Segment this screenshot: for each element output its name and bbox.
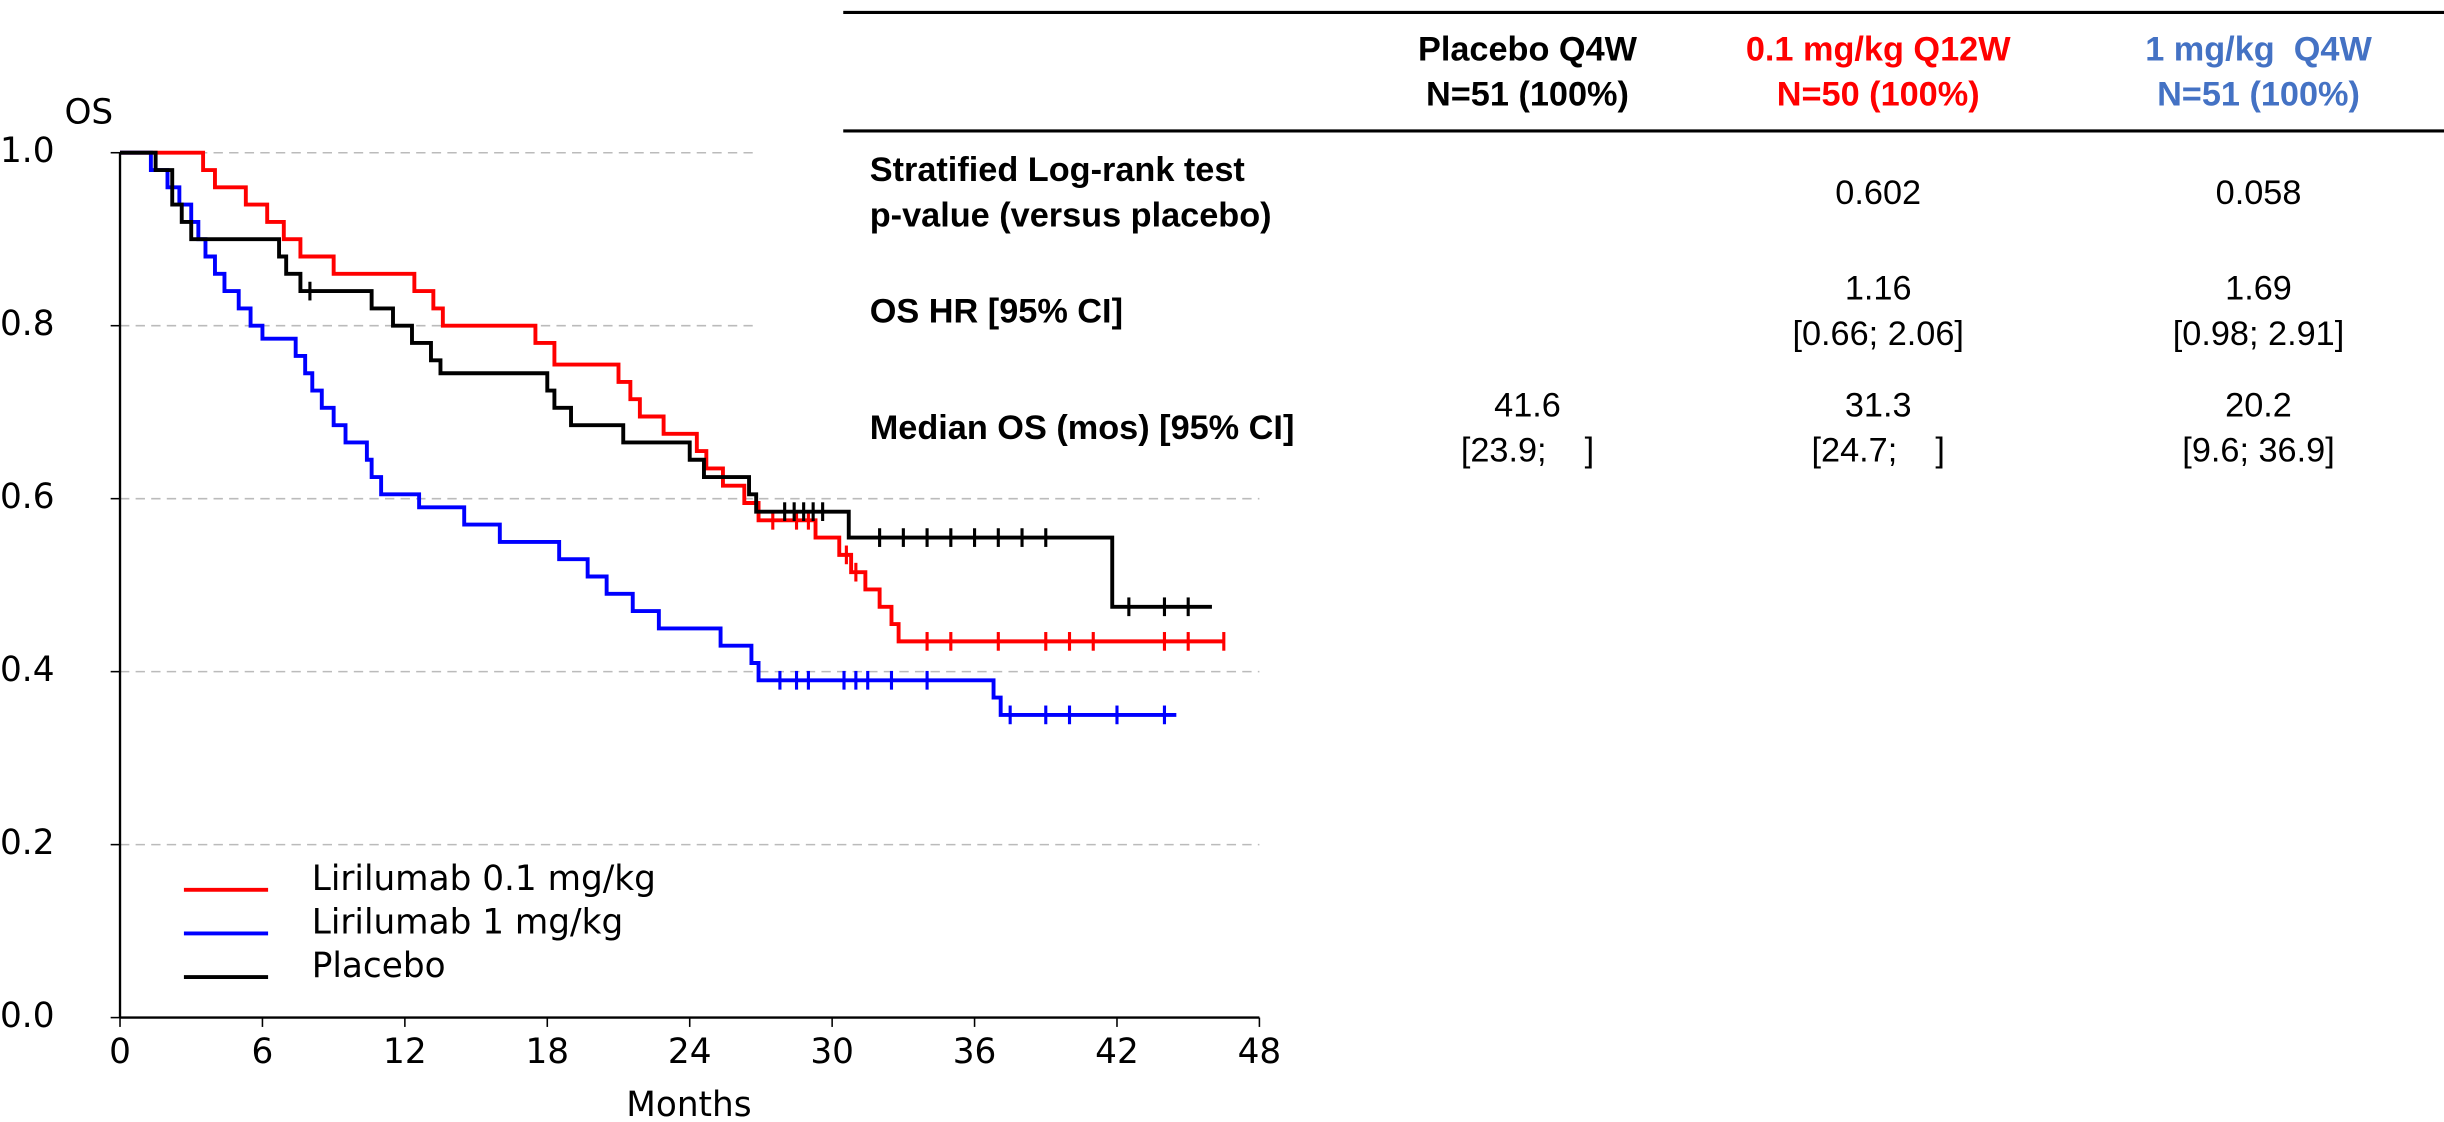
row-label: p-value (versus placebo) <box>870 196 1272 234</box>
y-tick-label: 0.6 <box>0 477 55 517</box>
table-cell: 0.058 <box>2216 174 2302 212</box>
survival-curve <box>120 150 1212 609</box>
table-cell: 1.69 <box>2225 270 2292 308</box>
legend-label: Lirilumab 1 mg/kg <box>312 903 623 943</box>
x-tick-label: 0 <box>109 1032 131 1072</box>
legend-label: Lirilumab 0.1 mg/kg <box>312 859 656 899</box>
x-tick-label: 6 <box>252 1032 274 1072</box>
survival-curve <box>120 150 1177 717</box>
x-axis-label: Months <box>626 1085 751 1122</box>
column-header: N=50 (100%) <box>1777 76 1980 114</box>
y-axis-label: OS <box>64 92 113 132</box>
table-cell: [23.9; ] <box>1461 432 1594 470</box>
table-cell: 20.2 <box>2225 387 2292 425</box>
y-tick-label: 0.2 <box>0 823 55 863</box>
column-header: N=51 (100%) <box>2157 76 2360 114</box>
column-header: N=51 (100%) <box>1426 76 1629 114</box>
table-cell: 0.602 <box>1835 174 1921 212</box>
table-cell: [9.6; 36.9] <box>2182 432 2334 470</box>
table-cell: 41.6 <box>1494 387 1561 425</box>
column-header: 0.1 mg/kg Q12W <box>1746 30 2011 68</box>
y-tick-label: 0.8 <box>0 304 55 344</box>
x-tick-label: 30 <box>810 1032 854 1072</box>
y-tick-label: 0.4 <box>0 650 55 690</box>
table-cell: 31.3 <box>1845 387 1912 425</box>
table-cell: 1.16 <box>1845 270 1912 308</box>
y-tick-label: 0.0 <box>0 996 55 1036</box>
column-header: 1 mg/kg Q4W <box>2145 30 2372 68</box>
table-cell: [24.7; ] <box>1812 432 1945 470</box>
table-cell: [0.98; 2.91] <box>2173 315 2344 353</box>
survival-curve <box>120 150 1224 644</box>
row-label: Stratified Log-rank test <box>870 151 1245 189</box>
table-cell: [0.66; 2.06] <box>1792 315 1963 353</box>
x-tick-label: 18 <box>525 1032 569 1072</box>
x-tick-label: 12 <box>383 1032 427 1072</box>
row-label: OS HR [95% CI] <box>870 292 1123 330</box>
column-header: Placebo Q4W <box>1418 30 1638 68</box>
table-background <box>752 0 2444 374</box>
x-tick-label: 24 <box>668 1032 712 1072</box>
y-tick-label: 1.0 <box>0 131 55 171</box>
x-tick-label: 36 <box>953 1032 997 1072</box>
legend-label: Placebo <box>312 946 446 986</box>
x-tick-label: 48 <box>1238 1032 1282 1072</box>
row-label: Median OS (mos) [95% CI] <box>870 409 1295 447</box>
x-tick-label: 42 <box>1095 1032 1139 1072</box>
